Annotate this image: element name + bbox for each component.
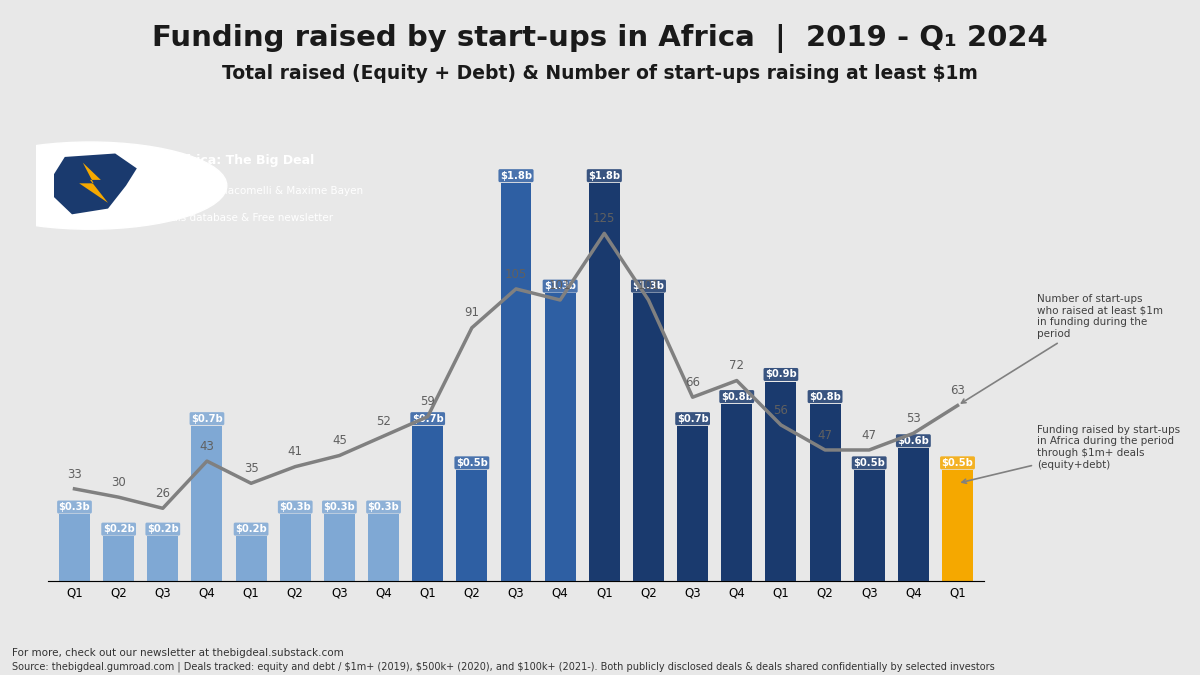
Text: $0.7b: $0.7b xyxy=(412,414,444,424)
Text: 26: 26 xyxy=(155,487,170,500)
Text: $1.3b: $1.3b xyxy=(632,281,665,291)
Text: Source: thebigdeal.gumroad.com | Deals tracked: equity and debt / $1m+ (2019), $: Source: thebigdeal.gumroad.com | Deals t… xyxy=(12,661,995,672)
Bar xyxy=(324,514,355,580)
Text: 41: 41 xyxy=(288,446,302,458)
Text: $0.3b: $0.3b xyxy=(324,502,355,512)
Bar xyxy=(634,294,664,580)
Text: $0.7b: $0.7b xyxy=(677,414,708,424)
Text: $0.8b: $0.8b xyxy=(809,392,841,402)
Text: 52: 52 xyxy=(376,414,391,428)
Text: 35: 35 xyxy=(244,462,258,475)
Text: $0.9b: $0.9b xyxy=(766,369,797,379)
Text: $0.5b: $0.5b xyxy=(456,458,487,468)
Text: Number of start-ups
who raised at least $1m
in funding during the
period: Number of start-ups who raised at least … xyxy=(961,294,1163,403)
Text: $1.8b: $1.8b xyxy=(500,171,532,181)
Bar xyxy=(456,470,487,580)
Text: $0.6b: $0.6b xyxy=(898,436,929,446)
Text: $0.8b: $0.8b xyxy=(721,392,752,402)
Text: Total raised (Equity + Debt) & Number of start-ups raising at least $1m: Total raised (Equity + Debt) & Number of… xyxy=(222,64,978,83)
Text: Funding raised by start-ups in Africa  |  2019 - Q₁ 2024: Funding raised by start-ups in Africa | … xyxy=(152,24,1048,53)
Text: $0.2b: $0.2b xyxy=(103,524,134,534)
Text: 63: 63 xyxy=(950,384,965,397)
Bar xyxy=(148,537,179,580)
Text: $0.2b: $0.2b xyxy=(235,524,266,534)
Text: $1.3b: $1.3b xyxy=(544,281,576,291)
Text: 56: 56 xyxy=(774,404,788,416)
Text: $0.5b: $0.5b xyxy=(942,458,973,468)
Bar xyxy=(103,537,134,580)
Bar xyxy=(368,514,398,580)
Circle shape xyxy=(0,142,227,230)
Text: 125: 125 xyxy=(593,212,616,225)
Text: $0.3b: $0.3b xyxy=(367,502,400,512)
Text: 91: 91 xyxy=(464,306,479,319)
Text: $0.7b: $0.7b xyxy=(191,414,223,424)
Text: For more, check out our newsletter at thebigdeal.substack.com: For more, check out our newsletter at th… xyxy=(12,648,343,658)
Bar xyxy=(500,183,532,580)
Text: 66: 66 xyxy=(685,376,700,389)
Bar xyxy=(853,470,884,580)
Text: 47: 47 xyxy=(862,429,877,441)
Text: 53: 53 xyxy=(906,412,920,425)
Bar xyxy=(810,404,840,580)
Text: Africa: The Big Deal: Africa: The Big Deal xyxy=(175,154,314,167)
Text: $0.2b: $0.2b xyxy=(146,524,179,534)
Text: 105: 105 xyxy=(505,267,527,281)
Bar xyxy=(59,514,90,580)
Bar xyxy=(545,294,576,580)
Bar xyxy=(721,404,752,580)
Polygon shape xyxy=(79,163,108,202)
Text: 72: 72 xyxy=(730,359,744,372)
Bar xyxy=(898,448,929,580)
Bar xyxy=(589,183,619,580)
Text: 59: 59 xyxy=(420,396,436,408)
Text: By Max Cuvellier Giacomelli & Maxime Bayen: By Max Cuvellier Giacomelli & Maxime Bay… xyxy=(126,186,364,196)
Text: 101: 101 xyxy=(637,279,660,292)
Text: 101: 101 xyxy=(548,279,571,292)
Bar xyxy=(677,426,708,580)
Text: $0.3b: $0.3b xyxy=(280,502,311,512)
Text: 43: 43 xyxy=(199,439,215,453)
Text: $0.3b: $0.3b xyxy=(59,502,90,512)
Bar xyxy=(766,381,797,580)
Text: 47: 47 xyxy=(817,429,833,441)
Polygon shape xyxy=(54,153,137,215)
Bar xyxy=(192,426,222,580)
Bar xyxy=(280,514,311,580)
Bar xyxy=(413,426,443,580)
Text: Deals database & Free newsletter: Deals database & Free newsletter xyxy=(157,213,332,223)
Bar xyxy=(942,470,973,580)
Text: 33: 33 xyxy=(67,468,82,481)
Text: $0.5b: $0.5b xyxy=(853,458,886,468)
Bar xyxy=(235,537,266,580)
Text: $1.8b: $1.8b xyxy=(588,171,620,181)
Text: 30: 30 xyxy=(112,476,126,489)
Text: 45: 45 xyxy=(332,434,347,448)
Text: Funding raised by start-ups
in Africa during the period
through $1m+ deals
(equi: Funding raised by start-ups in Africa du… xyxy=(962,425,1180,483)
